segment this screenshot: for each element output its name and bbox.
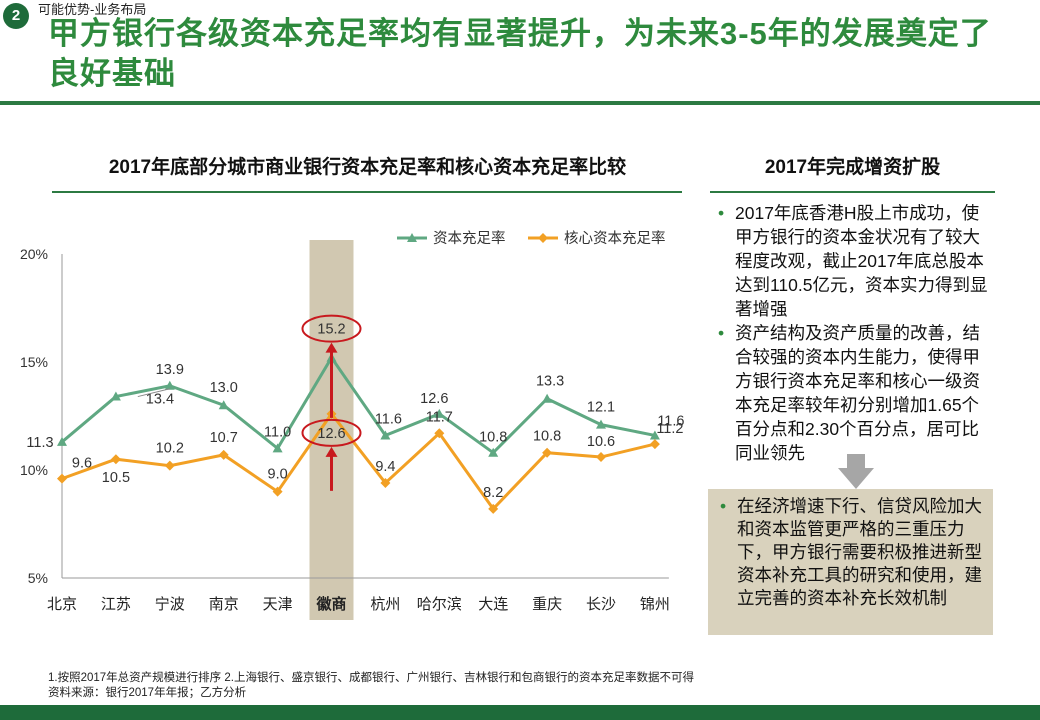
bottom-bar — [0, 705, 1040, 720]
data-point — [218, 449, 229, 460]
label-leader — [137, 388, 170, 398]
highlight-circle — [301, 418, 362, 447]
data-point — [380, 430, 391, 440]
legend-label: 资本充足率 — [433, 230, 506, 247]
data-label: 10.6 — [587, 434, 615, 450]
side-bullet-item: 资产结构及资产质量的改善，结合较强的资本内生能力，使得甲方银行资本充足率和核心一… — [716, 321, 996, 465]
side-panel-title: 2017年完成增资扩股 — [764, 157, 941, 178]
data-point — [434, 428, 445, 439]
legend-marker — [407, 233, 417, 242]
data-label: 10.7 — [210, 430, 238, 446]
x-tick-label: 大连 — [478, 596, 508, 613]
data-point — [649, 430, 660, 440]
data-point — [272, 443, 283, 453]
x-tick-label: 哈尔滨 — [417, 596, 462, 613]
data-point — [57, 436, 67, 446]
x-tick-label: 南京 — [209, 596, 239, 613]
data-point — [434, 408, 445, 418]
data-label: 13.9 — [156, 362, 184, 378]
y-tick-label: 20% — [20, 246, 48, 262]
side-bullet-item: 2017年底香港H股上市成功，使甲方银行的资本金状况有了较大程度改观，截止201… — [716, 201, 996, 321]
data-point — [110, 454, 121, 465]
data-point — [164, 460, 175, 471]
data-label: 10.2 — [156, 441, 184, 457]
data-label: 10.5 — [102, 470, 130, 486]
y-tick-label: 10% — [20, 462, 48, 478]
data-point — [596, 452, 606, 463]
data-point — [542, 393, 553, 403]
down-arrow-icon — [838, 454, 874, 489]
data-label: 9.4 — [375, 459, 395, 475]
side-panel-divider — [710, 191, 995, 193]
x-tick-label: 北京 — [47, 596, 77, 613]
data-label: 15.2 — [317, 322, 345, 338]
y-tick-label: 15% — [20, 354, 48, 370]
data-label: 13.3 — [536, 374, 564, 390]
x-tick-label: 杭州 — [370, 596, 400, 613]
data-label: 13.0 — [210, 380, 238, 396]
page-title: 甲方银行各级资本充足率均有显著提升，为未来3-5年的发展奠定了良好基础 — [48, 16, 992, 91]
data-label: 12.6 — [420, 391, 448, 407]
section-number-badge: 2 — [3, 3, 29, 29]
data-label: 11.7 — [426, 409, 453, 425]
title-divider — [0, 101, 1040, 105]
data-label: 10.8 — [479, 430, 507, 446]
data-point — [57, 473, 67, 484]
x-tick-label: 宁波 — [155, 596, 185, 613]
data-point — [649, 439, 660, 450]
data-point — [542, 447, 553, 458]
series-line — [61, 411, 656, 512]
increase-arrowhead — [325, 342, 338, 353]
data-label: 8.2 — [483, 485, 503, 501]
data-label: 10.8 — [533, 429, 561, 445]
side-bullet-list: 2017年底香港H股上市成功，使甲方银行的资本金状况有了较大程度改观，截止201… — [716, 201, 996, 465]
line-chart: 5% 10% 15% 20% 北京 江苏 宁波 南京 天津 徽商 杭州 哈尔滨 大连 重庆 长沙 锦州 11.3… — [20, 230, 684, 620]
x-tick-label: 江苏 — [101, 596, 131, 613]
data-point — [596, 419, 606, 429]
data-label: 11.6 — [657, 413, 684, 429]
data-label: 11.2 — [656, 421, 683, 437]
data-point — [218, 400, 229, 410]
conclusion-bullet: 在经济增速下行、信贷风险加大和资本监管更严格的三重压力下，甲方银行需要积极推进新… — [718, 495, 985, 610]
x-tick-label: 长沙 — [586, 596, 616, 613]
series-line — [61, 354, 656, 455]
footnote: 1.按照2017年总资产规模进行排序 2.上海银行、盛京银行、成都银行、广州银行… — [48, 672, 694, 684]
data-point — [272, 486, 283, 497]
highlight-circle — [301, 314, 362, 343]
x-tick-label: 重庆 — [532, 596, 562, 613]
data-label: 12.6 — [317, 426, 345, 442]
chart-title-divider — [52, 191, 682, 193]
data-point — [488, 447, 499, 457]
data-label: 11.3 — [26, 435, 53, 451]
data-point — [380, 477, 391, 488]
conclusion-box: 在经济增速下行、信贷风险加大和资本监管更严格的三重压力下，甲方银行需要积极推进新… — [708, 489, 993, 635]
section-label: 可能优势-业务布局 — [38, 2, 147, 17]
source-note: 资料来源：银行2017年年报；乙方分析 — [48, 687, 247, 699]
data-point — [110, 391, 121, 401]
legend-label: 核心资本充足率 — [564, 230, 666, 247]
data-label: 13.4 — [146, 392, 174, 408]
y-tick-label: 5% — [28, 570, 48, 586]
x-tick-label: 天津 — [263, 596, 293, 613]
data-label: 12.1 — [587, 400, 615, 416]
data-label: 11.6 — [375, 411, 402, 427]
data-label: 9.0 — [268, 467, 288, 483]
x-tick-label: 锦州 — [640, 596, 670, 613]
increase-arrowhead — [325, 446, 338, 457]
data-point — [488, 503, 499, 514]
chart-title: 2017年底部分城市商业银行资本充足率和核心资本充足率比较 — [108, 157, 627, 178]
data-label: 9.6 — [72, 456, 92, 472]
highlight-band — [309, 240, 354, 620]
data-point — [164, 380, 175, 390]
data-label: 11.0 — [264, 424, 291, 440]
legend-marker — [538, 233, 548, 243]
x-tick-label: 徽商 — [315, 595, 346, 613]
